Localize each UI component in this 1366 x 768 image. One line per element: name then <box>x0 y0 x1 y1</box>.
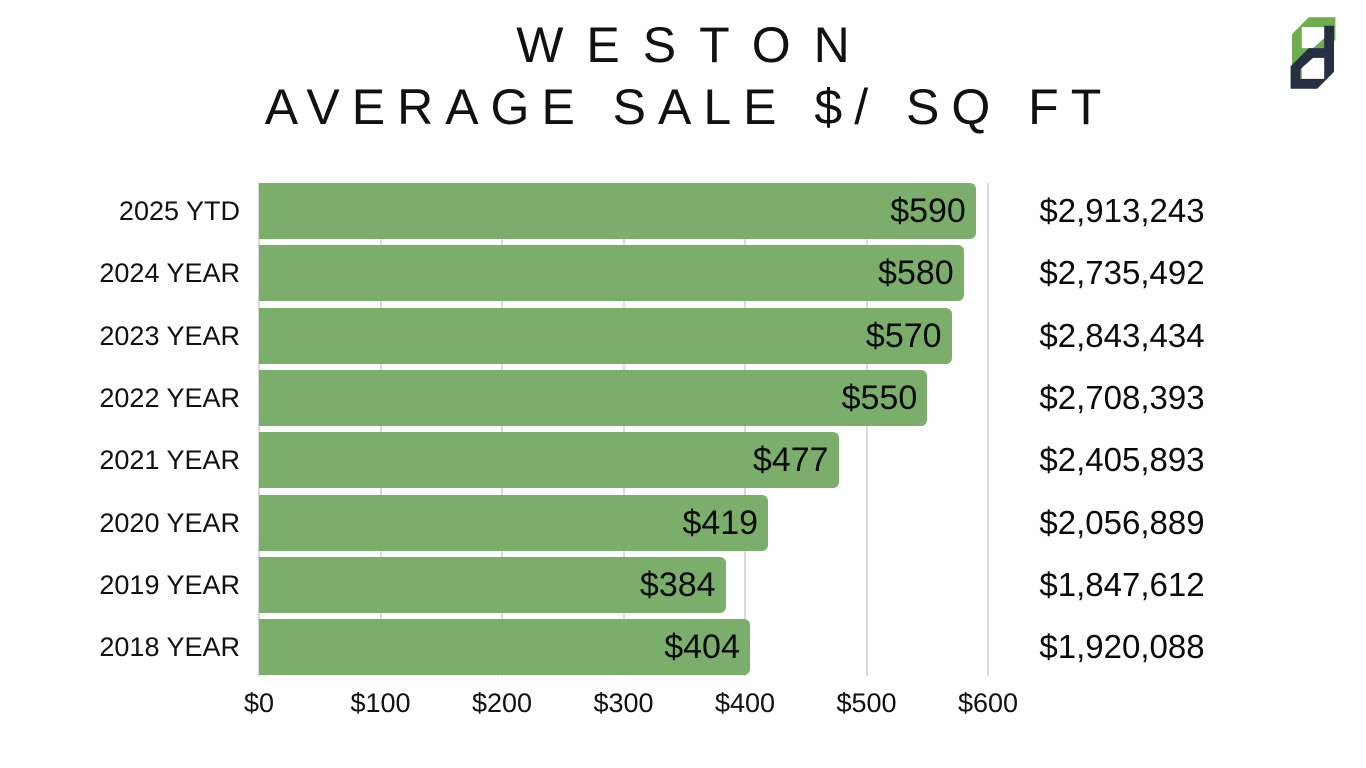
y-axis-label: 2024 YEAR <box>99 258 240 289</box>
bar-value-label: $570 <box>865 316 942 355</box>
bar-value-label: $550 <box>841 378 918 417</box>
avg-sale-price: $2,405,893 <box>1039 441 1205 479</box>
bar: $550 <box>259 369 928 426</box>
bar: $419 <box>259 494 769 551</box>
avg-sale-price: $2,913,243 <box>1039 192 1205 229</box>
gridline <box>501 183 503 676</box>
bar: $404 <box>259 619 750 676</box>
gridline <box>379 183 382 676</box>
avg-sale-price: $1,847,612 <box>1039 565 1205 603</box>
x-tick-label: $600 <box>957 688 1019 718</box>
gridline <box>258 183 260 676</box>
bar-value-label: $590 <box>890 192 966 230</box>
bar-value-label: $477 <box>752 441 829 480</box>
bar: $570 <box>259 307 952 364</box>
y-axis-label: 2023 YEAR <box>99 320 240 351</box>
bar-value-label: $580 <box>878 254 954 293</box>
avg-sale-price: $1,920,088 <box>1039 628 1205 666</box>
bar-value-label: $384 <box>639 565 716 604</box>
bar: $384 <box>259 556 726 613</box>
x-tick-label: $400 <box>714 688 776 718</box>
bar: $590 <box>259 183 976 239</box>
y-axis-label: 2022 YEAR <box>99 382 240 413</box>
avg-sale-price: $2,056,889 <box>1039 503 1205 541</box>
bar: $477 <box>259 432 839 489</box>
logo-d-shape <box>1290 25 1334 89</box>
x-tick-label: $0 <box>243 688 275 718</box>
bar: $580 <box>259 245 964 302</box>
gridline <box>744 183 746 676</box>
y-axis-label: 2018 YEAR <box>99 632 240 663</box>
y-axis-label: 2020 YEAR <box>99 507 240 538</box>
gridline <box>987 183 989 676</box>
chart-title: WESTON AVERAGE SALE $/ SQ FT <box>0 14 1366 138</box>
gridline <box>865 183 868 676</box>
avg-sale-price: $2,735,492 <box>1039 254 1205 292</box>
avg-sale-price: $2,843,434 <box>1039 316 1205 354</box>
y-axis-label: 2025 YTD <box>118 196 240 226</box>
y-axis-label: 2019 YEAR <box>99 569 240 600</box>
x-tick-label: $200 <box>471 688 533 718</box>
y-axis-label: 2021 YEAR <box>99 445 240 476</box>
chart-title-line1: WESTON <box>516 17 873 73</box>
x-tick-label: $300 <box>593 688 654 718</box>
pd-logo-icon <box>1290 17 1336 89</box>
bar-value-label: $404 <box>664 628 740 667</box>
x-tick-label: $500 <box>836 688 897 718</box>
avg-sale-price: $2,708,393 <box>1039 378 1205 416</box>
chart-title-line2: AVERAGE SALE $/ SQ FT <box>264 79 1114 135</box>
x-tick-label: $100 <box>350 688 411 718</box>
bar-value-label: $419 <box>682 503 759 542</box>
gridline <box>622 183 625 676</box>
